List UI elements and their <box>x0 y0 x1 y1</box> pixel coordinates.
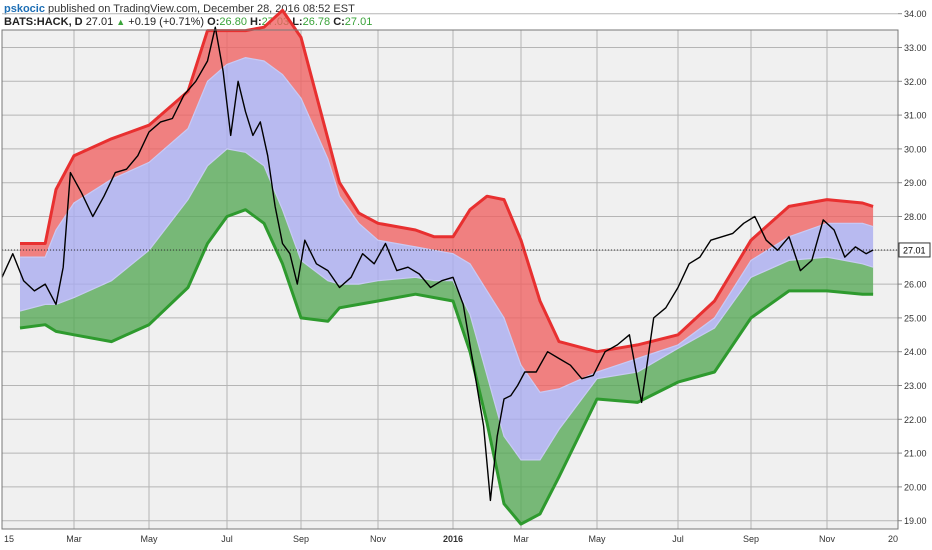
triangle-up-icon: ▲ <box>116 17 126 27</box>
price-change: +0.19 (+0.71%) <box>128 16 205 28</box>
open-value: 26.80 <box>219 16 247 28</box>
close-label: C: <box>333 16 345 28</box>
last-price: 27.01 <box>85 16 114 28</box>
x-tick-label: Nov <box>819 534 836 544</box>
x-tick-label: Nov <box>370 534 387 544</box>
band-fills <box>20 10 874 525</box>
close-value: 27.01 <box>344 16 373 28</box>
y-tick-label: 25.00 <box>904 313 927 323</box>
x-tick-label: Mar <box>66 534 82 544</box>
x-tick-label: May <box>140 534 158 544</box>
upper-band-line <box>20 8 874 354</box>
middle-lower-line <box>19 148 874 461</box>
y-tick-label: 22.00 <box>904 415 927 425</box>
y-tick-label: 32.00 <box>904 77 927 87</box>
middle-band-fill <box>20 57 874 460</box>
symbol-label[interactable]: BATS:HACK, D <box>4 16 83 28</box>
x-tick-label: 15 <box>4 534 14 544</box>
price-line <box>1 26 874 502</box>
x-tick-label: Mar <box>513 534 529 544</box>
y-tick-label: 21.00 <box>904 449 927 459</box>
last-value-label: 27.01 <box>903 245 926 255</box>
y-tick-label: 28.00 <box>904 212 927 222</box>
plot-border <box>1 29 899 530</box>
x-tick-label: 2016 <box>443 534 463 544</box>
x-tick-label: 20 <box>888 534 898 544</box>
y-tick-label: 33.00 <box>904 43 927 53</box>
series-lines <box>1 8 898 526</box>
middle-upper-line <box>20 56 874 393</box>
y-tick-label: 26.00 <box>904 280 927 290</box>
lower-band-line <box>19 208 874 526</box>
open-label: O: <box>207 16 220 28</box>
author-link[interactable]: pskocic <box>4 3 45 15</box>
y-tick-label: 24.00 <box>904 347 927 357</box>
low-label: L: <box>292 16 303 28</box>
y-tick-label: 34.00 <box>904 9 927 19</box>
y-tick-label: 19.00 <box>904 516 927 526</box>
y-tick-label: 23.00 <box>904 381 927 391</box>
y-tick-label: 20.00 <box>904 482 927 492</box>
low-value: 26.78 <box>302 16 331 28</box>
last-value-box <box>898 242 931 258</box>
last-value-tag: 27.01 <box>898 242 931 258</box>
high-label: H: <box>250 16 262 28</box>
x-tick-label: Sep <box>743 534 759 544</box>
x-tick-label: Sep <box>293 534 309 544</box>
axes: 18.0019.0020.0021.0022.0023.0024.0025.00… <box>1 9 931 544</box>
x-tick-label: Jul <box>221 534 233 544</box>
publish-text: published on TradingView.com, December 2… <box>48 3 355 15</box>
publish-info: pskocic published on TradingView.com, De… <box>4 3 355 15</box>
lower-band-fill <box>20 148 874 525</box>
y-tick-label: 29.00 <box>904 178 927 188</box>
x-tick-label: Jul <box>672 534 684 544</box>
x-tick-label: May <box>588 534 606 544</box>
y-tick-label: 31.00 <box>904 111 927 121</box>
y-tick-label: 30.00 <box>904 144 927 154</box>
